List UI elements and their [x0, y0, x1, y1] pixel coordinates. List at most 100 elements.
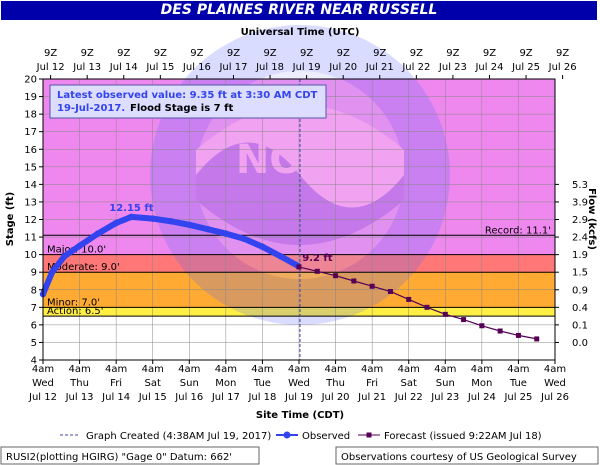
forecast-point — [497, 328, 503, 334]
x-tick-time: 4am — [434, 364, 456, 375]
info-date: 19-Jul-2017. — [57, 103, 125, 114]
x-tick-day: Mon — [215, 378, 236, 389]
legend-created-label: Graph Created (4:38AM Jul 19, 2017) — [86, 431, 271, 442]
y-tick-label: 11 — [24, 233, 37, 244]
x-tick-day: Sat — [145, 378, 161, 389]
observed-point — [240, 235, 248, 243]
y-tick-label: 7 — [31, 303, 37, 314]
chart-title: DES PLAINES RIVER NEAR RUSSELL — [1, 1, 597, 20]
threshold-label-minor: Minor: 7.0' — [47, 297, 100, 308]
x-tick-time: 4am — [178, 364, 200, 375]
top-tick-time: 9Z — [227, 48, 240, 59]
x-tick-time: 4am — [471, 364, 493, 375]
top-tick-time: 9Z — [410, 48, 423, 59]
top-tick-time: 9Z — [154, 48, 167, 59]
legend-observed-marker — [283, 431, 291, 439]
observed-point — [61, 253, 68, 260]
x-tick-time: 4am — [398, 364, 420, 375]
observed-point — [222, 230, 230, 237]
top-tick-time: 9Z — [519, 48, 532, 59]
observed-point — [167, 218, 175, 225]
x-tick-day: Wed — [288, 378, 310, 389]
y-tick-label: 12 — [24, 215, 37, 226]
x-tick-time: 4am — [324, 364, 346, 375]
y-tick-label: 18 — [24, 110, 37, 121]
x-tick-time: 4am — [288, 364, 310, 375]
legend-forecast-label: Forecast (issued 9:22AM Jul 18) — [384, 431, 542, 442]
observed-point — [48, 268, 56, 276]
x-tick-day: Sun — [436, 378, 455, 389]
footer-datum: RUSI2(plotting HGIRG) "Gage 0" Datum: 66… — [6, 452, 232, 463]
observed-point — [149, 215, 156, 222]
top-tick-date: Jul 16 — [182, 62, 211, 73]
y-tick-label: 20 — [24, 75, 37, 86]
x-tick-time: 4am — [142, 364, 164, 375]
top-tick-time: 9Z — [263, 48, 276, 59]
x-tick-date: Jul 23 — [430, 392, 459, 403]
x-tick-time: 4am — [215, 364, 237, 375]
observed-point — [204, 225, 211, 233]
x-tick-date: Jul 13 — [65, 392, 94, 403]
top-tick-date: Jul 25 — [511, 62, 540, 73]
top-tick-time: 9Z — [556, 48, 569, 59]
data-series — [39, 213, 540, 342]
forecast-point — [515, 332, 521, 338]
observed-point — [277, 253, 284, 260]
x-tick-time: 4am — [251, 364, 273, 375]
forecast-point — [314, 268, 320, 274]
x-tick-time: 4am — [68, 364, 90, 375]
footer-right-box — [335, 446, 599, 465]
forecast-point — [369, 283, 375, 289]
y2-tick-label: 2.9 — [572, 215, 588, 226]
y-tick-label: 17 — [24, 127, 37, 138]
forecast-point — [534, 336, 540, 342]
x-tick-time: 4am — [105, 364, 127, 375]
forecast-point — [387, 289, 393, 295]
x-tick-day: Sun — [180, 378, 199, 389]
top-tick-date: Jul 17 — [218, 62, 247, 73]
y2-tick-label: 0.0 — [572, 338, 588, 349]
bottom-axis-title: Site Time (CDT) — [256, 410, 344, 421]
top-tick-date: Jul 15 — [145, 62, 174, 73]
x-tick-date: Jul 20 — [321, 392, 350, 403]
info-box — [49, 84, 327, 119]
y-tick-label: 14 — [24, 180, 37, 191]
y-tick-label: 16 — [24, 145, 37, 156]
y2-tick-label: 0.9 — [572, 285, 588, 296]
forecast-point — [333, 273, 339, 279]
top-tick-date: Jul 14 — [109, 62, 138, 73]
x-tick-date: Jul 18 — [247, 392, 276, 403]
forecast-point — [351, 278, 357, 284]
peak-label: 12.15 ft — [109, 203, 153, 214]
x-tick-date: Jul 12 — [28, 392, 57, 403]
observed-point — [94, 230, 102, 237]
y2-axis-title: Flow (kcfs) — [586, 188, 597, 250]
y-tick-label: 19 — [24, 92, 37, 103]
y2-tick-label: 1.5 — [572, 268, 588, 279]
y2-tick-label: 0.4 — [572, 303, 588, 314]
x-tick-day: Mon — [471, 378, 492, 389]
y-tick-label: 13 — [24, 197, 37, 208]
forecast-point — [296, 264, 302, 270]
top-tick-time: 9Z — [446, 48, 459, 59]
y-axis-title: Stage (ft) — [5, 192, 16, 246]
x-tick-date: Jul 15 — [138, 392, 167, 403]
x-tick-day: Sat — [401, 378, 417, 389]
tick-labels: 4 5 6 7 8 9 10 11 12 13 14 15 16 17 18 19 20 0.0 0.1 0.4 0.9… — [24, 48, 588, 403]
latest-value-label: 9.2 ft — [302, 253, 333, 264]
y2-tick-label: 2.4 — [572, 233, 588, 244]
forecast-point — [479, 323, 485, 329]
y-tick-label: 8 — [31, 285, 37, 296]
x-tick-date: Jul 17 — [211, 392, 240, 403]
y-tick-label: 6 — [31, 320, 37, 331]
y2-tick-label: 5.3 — [572, 180, 588, 191]
top-tick-date: Jul 12 — [36, 62, 65, 73]
y-tick-label: 5 — [31, 338, 37, 349]
y2-tick-label: 0.1 — [572, 320, 588, 331]
top-tick-date: Jul 13 — [72, 62, 101, 73]
top-tick-time: 9Z — [44, 48, 57, 59]
observed-point — [76, 242, 83, 250]
info-latest-line: Latest observed value: 9.35 ft at 3:30 A… — [57, 90, 318, 101]
top-tick-date: Jul 26 — [548, 62, 577, 73]
